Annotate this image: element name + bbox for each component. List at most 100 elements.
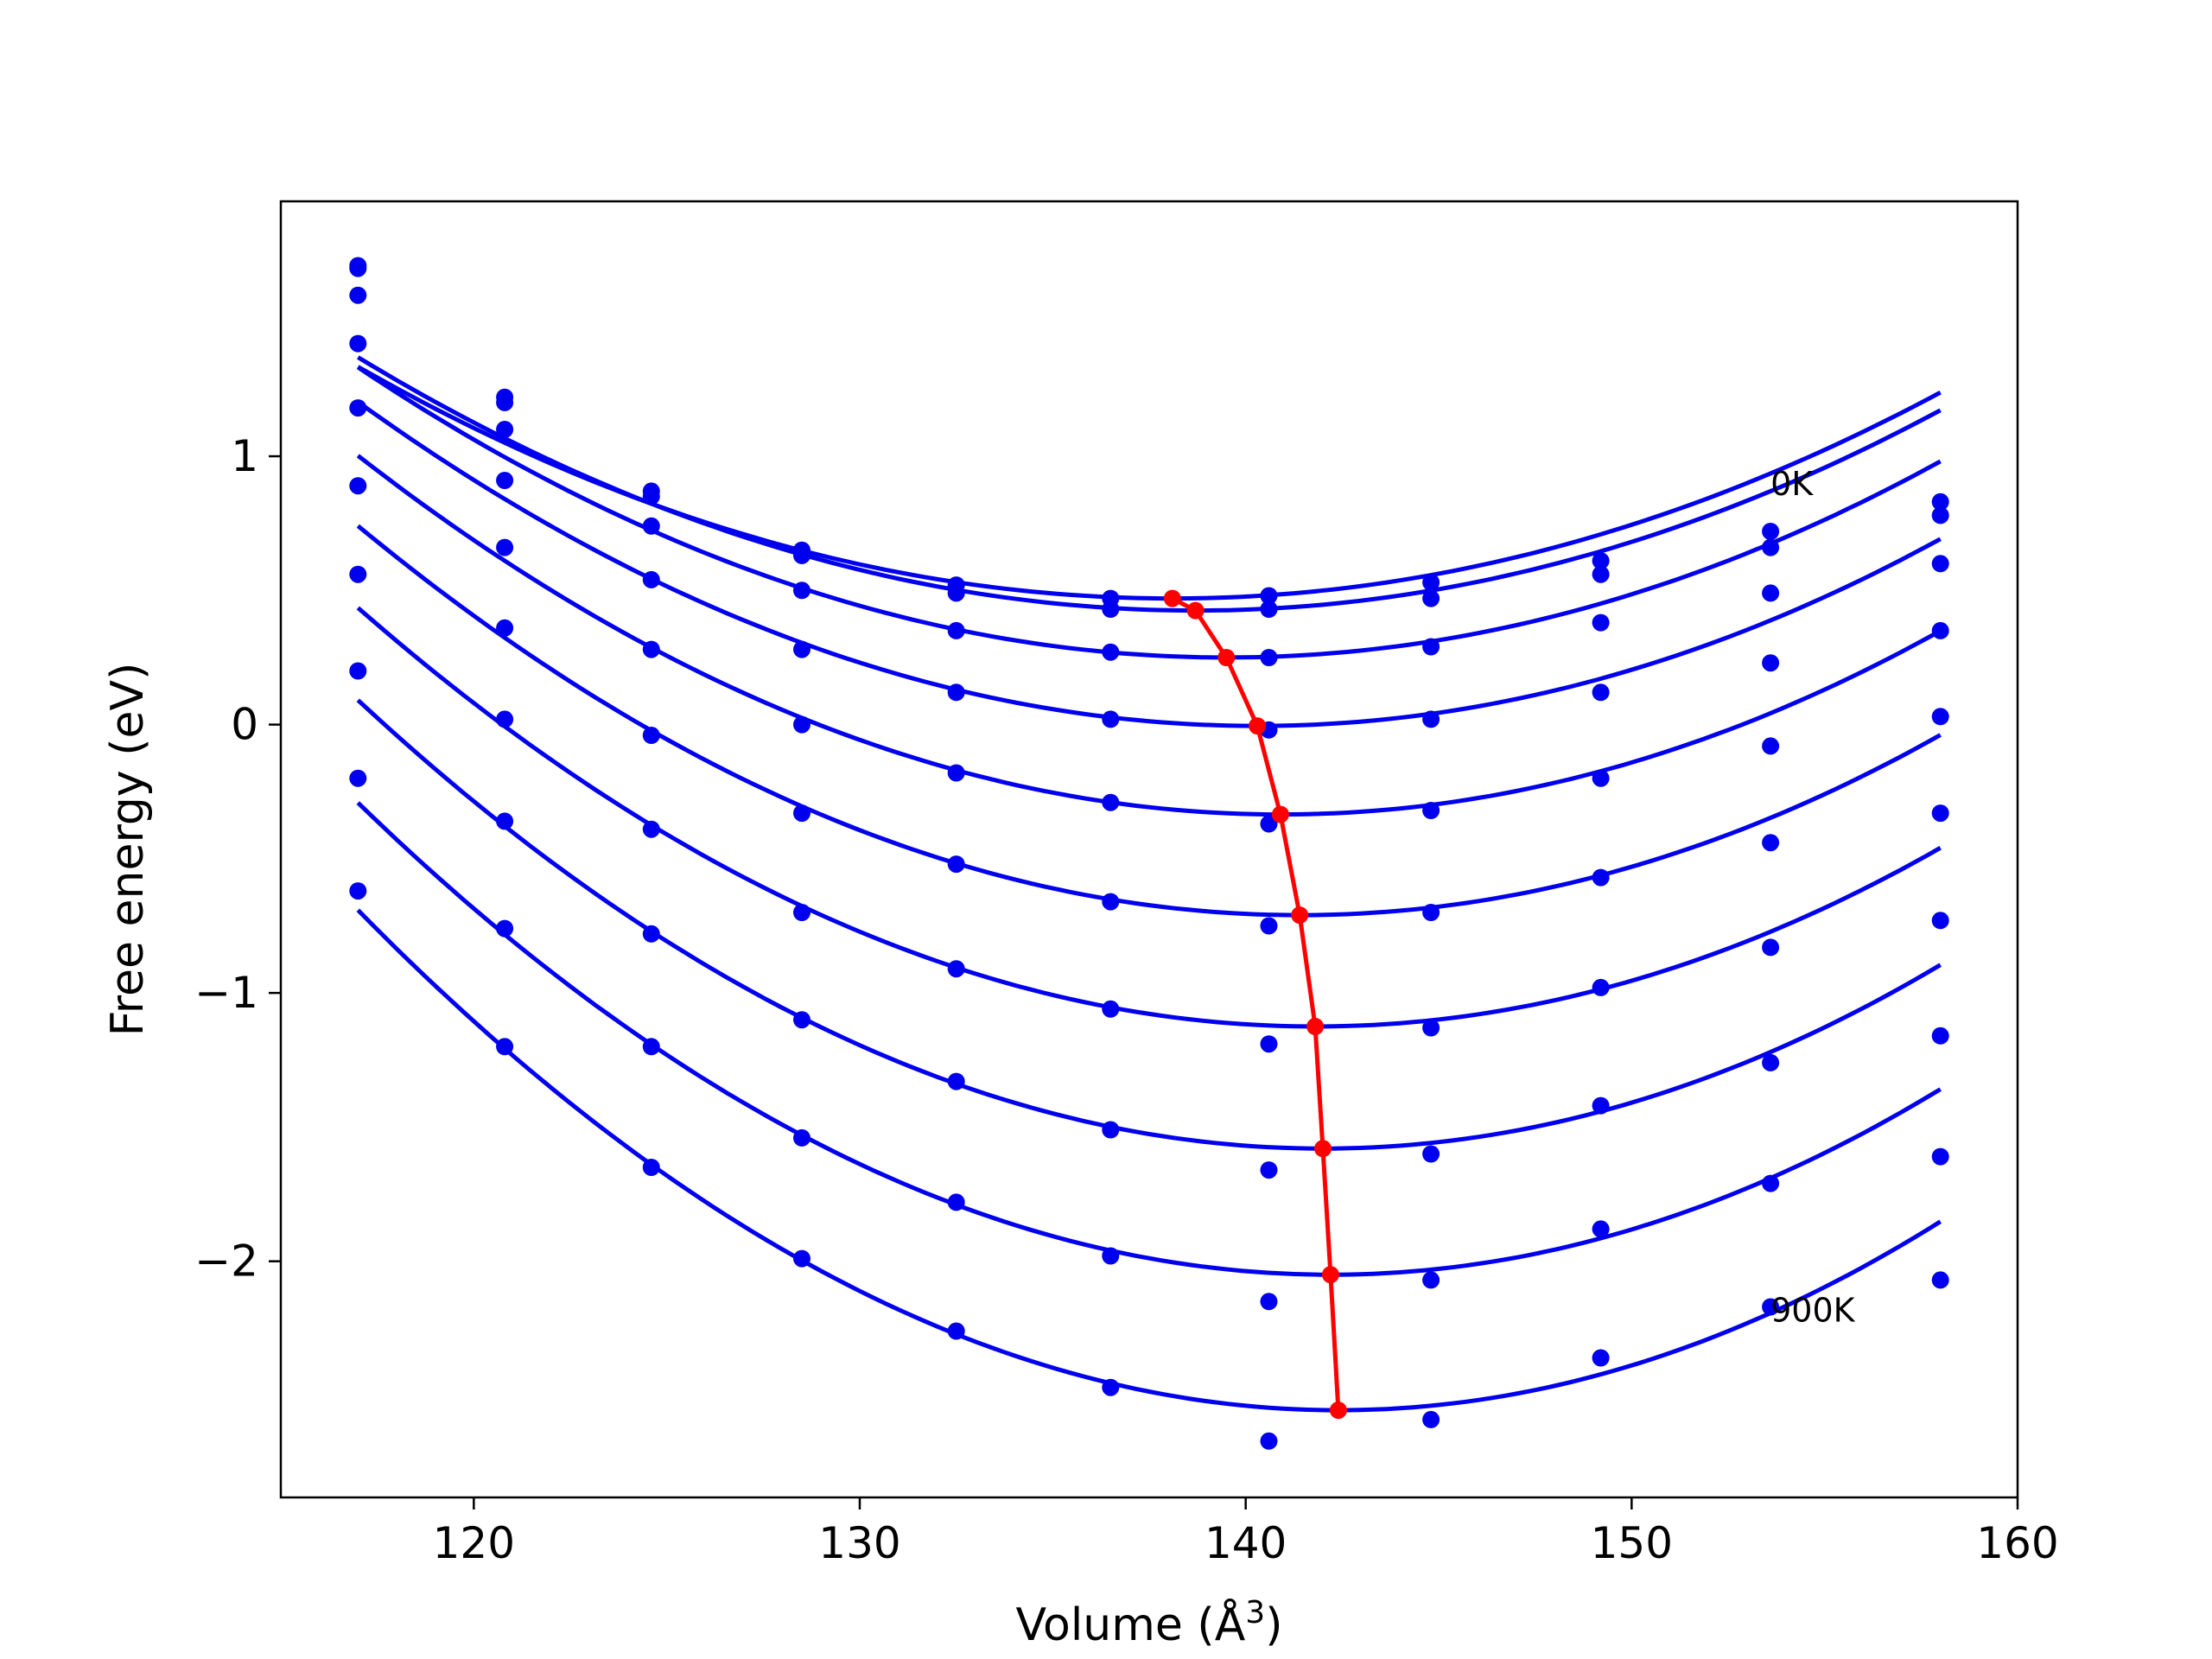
data-point-9-5 [1102, 1378, 1120, 1396]
data-point-7-0 [349, 662, 367, 680]
data-point-1-1 [496, 393, 514, 411]
data-point-6-8 [1592, 978, 1610, 996]
data-point-8-9 [1762, 1174, 1780, 1192]
y-axis-label: Free energy (eV) [102, 663, 154, 1037]
minimum-line [1171, 596, 1341, 1411]
data-point-4-0 [349, 399, 367, 417]
annotation-1: 900K [1770, 1292, 1856, 1330]
minimum-point-7 [1314, 1140, 1332, 1158]
data-point-2-5 [1102, 643, 1120, 661]
y-tick-label-0: 1 [231, 431, 258, 481]
minimum-path [1163, 589, 1347, 1420]
x-tick-label-120: 120 [433, 1518, 515, 1568]
data-point-1-3 [793, 546, 810, 564]
data-point-7-9 [1762, 1053, 1780, 1071]
data-point-5-4 [947, 855, 965, 874]
minimum-point-8 [1321, 1266, 1339, 1284]
data-point-9-9 [1762, 1298, 1780, 1316]
data-point-5-3 [793, 804, 810, 823]
y-tick-label-3: −2 [194, 1236, 258, 1287]
data-point-5-10 [1931, 804, 1949, 823]
data-point-7-2 [642, 925, 660, 943]
data-point-5-2 [642, 727, 660, 744]
data-point-7-8 [1592, 1096, 1610, 1115]
data-point-1-10 [1931, 506, 1949, 524]
data-point-9-3 [793, 1249, 810, 1268]
data-point-0-10 [1931, 493, 1949, 511]
data-point-6-0 [349, 565, 367, 583]
fit-curve-9 [356, 908, 1942, 1413]
data-point-0-9 [1762, 523, 1780, 540]
data-point-9-6 [1260, 1432, 1278, 1450]
minimum-point-4 [1271, 805, 1289, 823]
data-points [349, 257, 1949, 1450]
data-point-7-6 [1260, 1161, 1278, 1179]
data-point-0-6 [1260, 587, 1278, 605]
data-point-2-6 [1260, 649, 1278, 666]
data-point-5-1 [496, 619, 514, 637]
data-point-6-5 [1102, 1000, 1120, 1018]
data-point-4-8 [1592, 769, 1610, 787]
data-point-3-1 [496, 472, 514, 489]
x-tick-label-160: 160 [1976, 1518, 2058, 1568]
data-point-8-10 [1931, 1147, 1949, 1166]
data-point-8-3 [793, 1128, 810, 1147]
minimum-point-2 [1217, 649, 1236, 666]
data-point-2-4 [947, 621, 965, 639]
minimum-point-6 [1306, 1018, 1325, 1035]
data-point-3-0 [349, 334, 367, 353]
data-point-4-1 [496, 538, 514, 556]
x-tick-label-150: 150 [1591, 1518, 1673, 1568]
data-point-8-8 [1592, 1220, 1610, 1238]
data-point-1-6 [1260, 601, 1278, 618]
fit-curve-3 [356, 400, 1942, 728]
data-point-4-5 [1102, 793, 1120, 811]
x-axis-label: Volume (Å3) [1016, 1595, 1283, 1651]
minimum-point-9 [1329, 1402, 1347, 1420]
y-axis-ticks: 1 0 −1 −2 [194, 431, 281, 1287]
data-point-8-6 [1260, 1293, 1278, 1311]
data-point-4-2 [642, 640, 660, 658]
data-point-8-0 [349, 769, 367, 787]
data-point-3-8 [1592, 683, 1610, 702]
data-point-7-3 [793, 1011, 810, 1029]
data-point-0-8 [1592, 552, 1610, 570]
data-point-7-1 [496, 812, 514, 830]
data-point-8-5 [1102, 1247, 1120, 1265]
fit-curve-8 [356, 801, 1942, 1277]
data-point-1-4 [947, 584, 965, 602]
data-point-0-7 [1422, 574, 1440, 591]
data-point-4-9 [1762, 737, 1780, 755]
data-point-2-9 [1762, 584, 1780, 602]
plot-frame [279, 200, 2019, 1499]
data-point-8-2 [642, 1038, 660, 1056]
data-point-3-5 [1102, 710, 1120, 728]
x-axis-ticks: 120 130 140 150 160 [433, 1497, 2059, 1568]
data-point-6-3 [793, 904, 810, 921]
data-point-4-7 [1422, 802, 1440, 819]
data-point-3-3 [793, 640, 810, 658]
data-point-3-10 [1931, 621, 1949, 639]
data-point-6-1 [496, 710, 514, 728]
data-point-5-0 [349, 477, 367, 495]
data-point-4-4 [947, 764, 965, 782]
x-tick-label-140: 140 [1205, 1518, 1287, 1568]
fit-curves [356, 355, 1942, 1413]
data-point-2-0 [349, 286, 367, 304]
data-point-5-9 [1762, 834, 1780, 852]
data-point-1-9 [1762, 538, 1780, 556]
data-point-4-10 [1931, 708, 1949, 726]
minimum-point-0 [1163, 589, 1181, 607]
data-point-6-7 [1422, 1019, 1440, 1037]
data-point-2-1 [496, 421, 514, 438]
fit-curve-5 [356, 524, 1942, 918]
data-point-7-5 [1102, 1121, 1120, 1139]
data-point-8-4 [947, 1193, 965, 1211]
data-point-5-8 [1592, 868, 1610, 887]
data-point-1-2 [642, 487, 660, 505]
data-point-5-6 [1260, 917, 1278, 935]
data-point-7-4 [947, 1072, 965, 1090]
data-point-2-8 [1592, 613, 1610, 632]
